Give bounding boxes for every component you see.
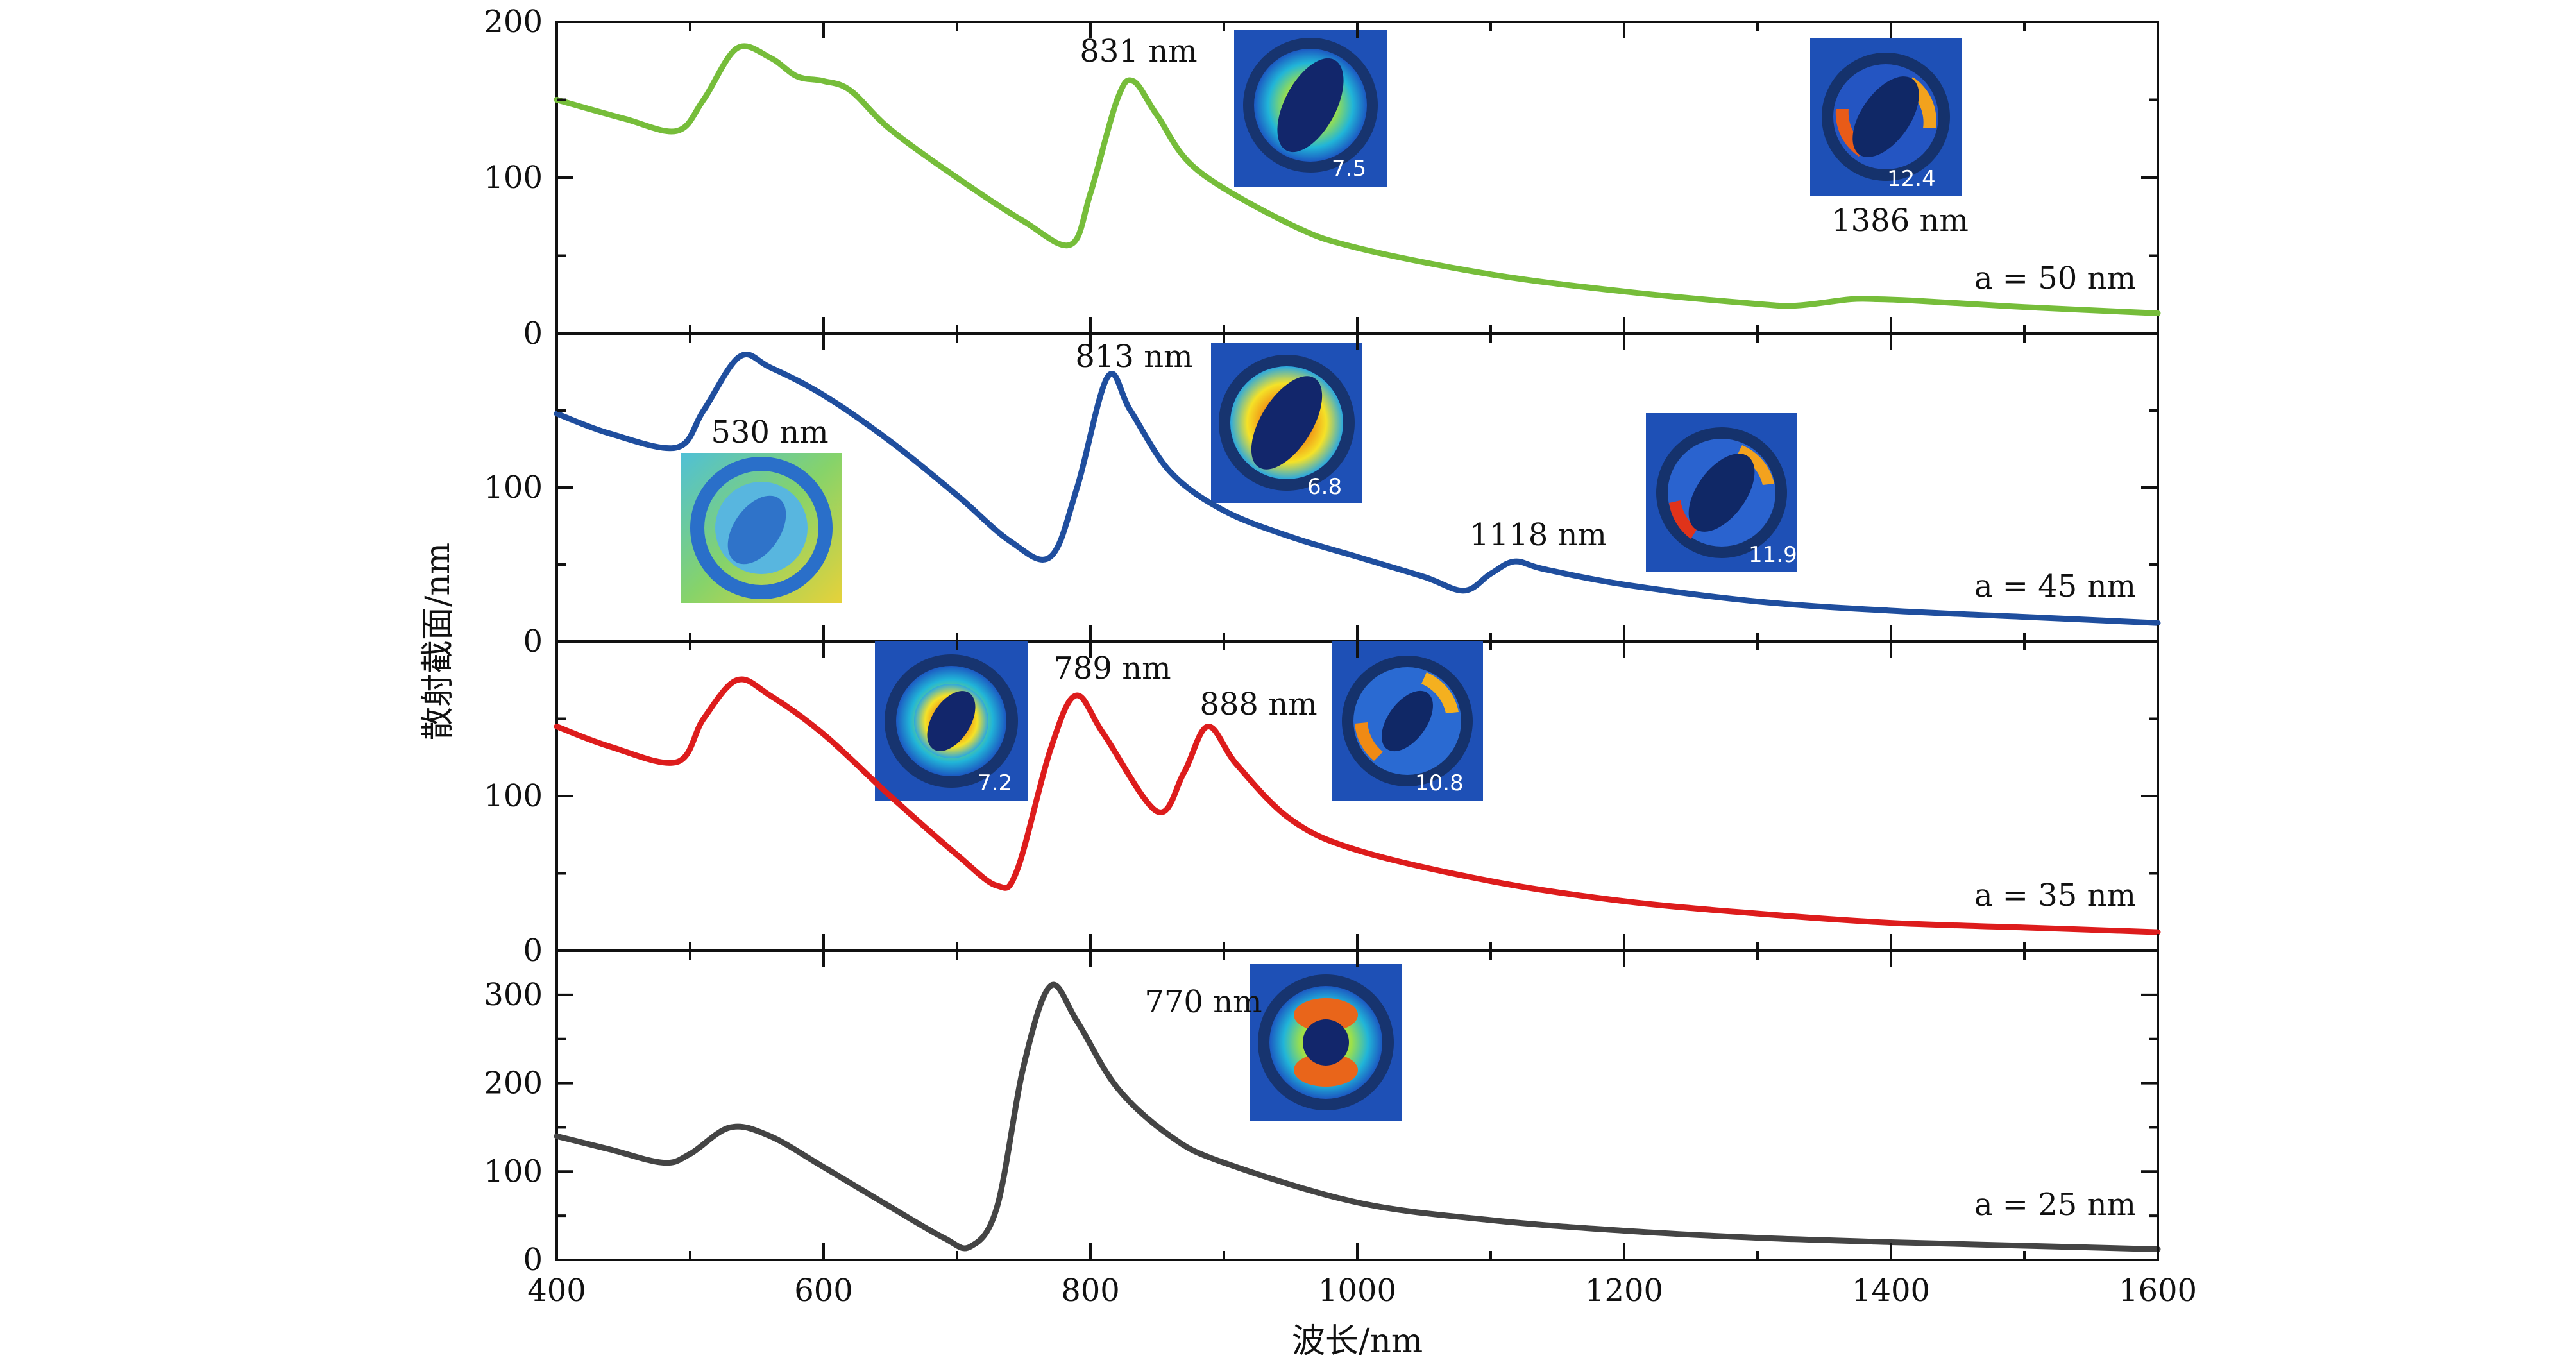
panel-label-a35: a = 35 nm — [1974, 878, 2136, 913]
y-tick-label-a50: 0 — [523, 316, 543, 352]
y-axis-title: 散射截面/nm — [419, 543, 457, 740]
y-tick-label-a45: 0 — [523, 624, 543, 659]
inset-value-813: 6.8 — [1307, 474, 1342, 500]
inset-value-1386: 12.4 — [1887, 166, 1936, 192]
peak-label-a45-2: 1118 nm — [1470, 517, 1607, 553]
inset-a45-813: 6.8 — [1211, 343, 1362, 503]
inset-value-888: 10.8 — [1415, 770, 1464, 796]
series-line-a35 — [554, 676, 2161, 935]
y-tick-label-a50: 200 — [484, 4, 543, 40]
x-tick-label: 1000 — [1318, 1273, 1396, 1309]
x-axis-title: 波长/nm — [1292, 1322, 1423, 1361]
inset-a45-530 — [681, 453, 842, 603]
x-tick-label: 400 — [527, 1273, 586, 1309]
y-tick-label-a25: 100 — [484, 1153, 543, 1189]
inset-value-1118: 11.9 — [1749, 542, 1797, 568]
inset-value-831: 7.5 — [1332, 156, 1366, 182]
series-line-a45 — [554, 351, 2161, 626]
inset-a45-1118: 11.9 — [1646, 413, 1797, 572]
chart-labels: 0 100 200 a = 50 nm 831 nm 1386 nm 0 100 a = 45 … — [419, 4, 2197, 1361]
y-tick-label-a45: 100 — [484, 470, 543, 505]
field-map-insets: 7.5 12.4 6.8 — [681, 30, 1962, 1121]
y-tick-label-a25: 300 — [484, 977, 543, 1013]
x-tick-label: 600 — [794, 1273, 853, 1309]
peak-label-a45-0: 530 nm — [711, 414, 828, 450]
peak-label-a35-1: 888 nm — [1199, 686, 1317, 722]
x-tick-label: 1200 — [1585, 1273, 1663, 1309]
inset-a35-789: 7.2 — [875, 641, 1028, 801]
inset-value-789: 7.2 — [978, 770, 1012, 796]
y-tick-label-a25: 0 — [523, 1242, 543, 1278]
axis-ticks — [555, 21, 2159, 1261]
y-tick-label-a35: 100 — [484, 778, 543, 814]
peak-label-a35-0: 789 nm — [1053, 650, 1171, 686]
x-tick-label: 800 — [1061, 1273, 1120, 1309]
series-line-a50 — [554, 43, 2161, 316]
series-line-a25 — [554, 981, 2161, 1252]
spectrum-curves — [554, 43, 2161, 1252]
y-tick-label-a50: 100 — [484, 160, 543, 196]
y-tick-label-a35: 0 — [523, 933, 543, 969]
x-tick-label: 1600 — [2119, 1273, 2197, 1309]
inset-a25-770 — [1250, 964, 1402, 1121]
peak-label-a50-1: 1386 nm — [1831, 203, 1969, 239]
panel-label-a45: a = 45 nm — [1974, 568, 2136, 604]
panel-label-a50: a = 50 nm — [1974, 260, 2136, 296]
peak-label-a50-0: 831 nm — [1080, 33, 1197, 69]
peak-label-a45-1: 813 nm — [1075, 339, 1192, 375]
inset-a50-1386: 12.4 — [1810, 38, 1962, 196]
inset-a35-888: 10.8 — [1332, 641, 1483, 801]
y-tick-label-a25: 200 — [484, 1066, 543, 1101]
x-tick-label: 1400 — [1852, 1273, 1930, 1309]
peak-label-a25-0: 770 nm — [1144, 984, 1262, 1020]
inset-a50-831: 7.5 — [1234, 30, 1387, 187]
panel-label-a25: a = 25 nm — [1974, 1187, 2136, 1223]
